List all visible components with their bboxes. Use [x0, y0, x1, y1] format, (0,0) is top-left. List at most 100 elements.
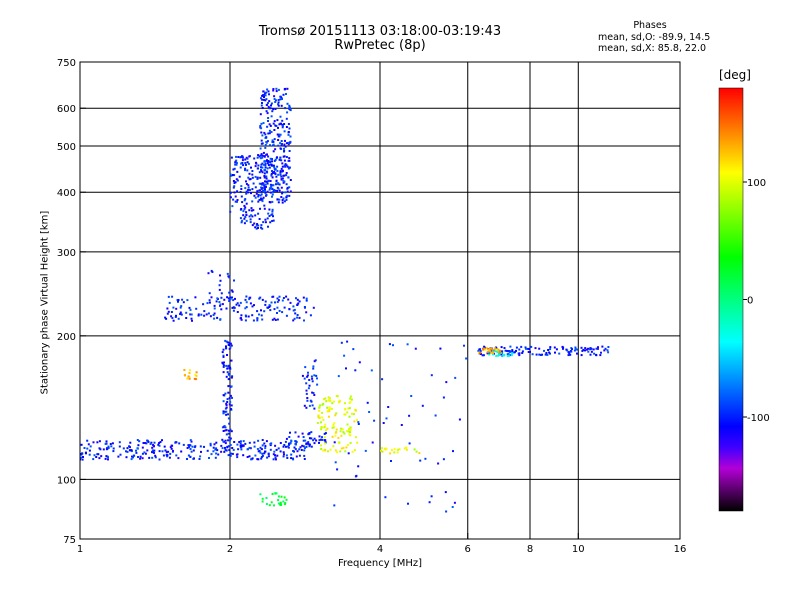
- data-point: [310, 445, 313, 448]
- data-point: [226, 354, 228, 356]
- data-point: [275, 175, 278, 178]
- data-point: [413, 448, 416, 451]
- data-point: [226, 398, 229, 401]
- data-point: [405, 448, 408, 451]
- data-point: [279, 133, 282, 136]
- data-point: [226, 401, 229, 403]
- data-point: [344, 408, 347, 410]
- data-point: [324, 441, 327, 444]
- data-point: [228, 300, 231, 302]
- data-point: [230, 344, 233, 347]
- data-point: [593, 352, 596, 355]
- data-point: [235, 163, 238, 166]
- data-point: [179, 306, 182, 309]
- data-point: [261, 107, 264, 109]
- data-point: [272, 140, 275, 143]
- data-point: [213, 307, 216, 310]
- data-point: [273, 189, 276, 191]
- data-point: [269, 309, 272, 312]
- data-point: [454, 376, 457, 379]
- colorbar-tick-label: 100: [747, 178, 766, 189]
- data-point: [317, 416, 320, 419]
- data-point: [267, 155, 270, 158]
- data-point: [282, 174, 285, 177]
- data-point: [366, 401, 369, 404]
- data-point: [500, 352, 503, 354]
- data-point: [260, 193, 263, 196]
- data-point: [495, 350, 498, 353]
- data-point: [171, 295, 174, 298]
- data-point: [266, 217, 269, 220]
- data-point: [437, 462, 440, 465]
- data-point: [381, 378, 384, 381]
- data-point: [246, 456, 249, 458]
- data-point: [170, 315, 173, 318]
- data-point: [444, 491, 447, 494]
- data-point: [385, 447, 388, 450]
- data-point: [282, 451, 285, 454]
- data-point: [236, 311, 239, 313]
- data-point: [277, 187, 280, 190]
- data-point: [521, 352, 524, 354]
- data-point: [312, 367, 315, 370]
- data-point: [308, 445, 311, 448]
- data-point: [251, 173, 254, 176]
- data-point: [235, 453, 238, 456]
- data-point: [224, 448, 227, 451]
- data-point: [293, 308, 296, 311]
- data-point: [276, 300, 279, 303]
- data-point: [288, 186, 291, 189]
- data-point: [349, 442, 352, 444]
- data-point: [273, 159, 276, 162]
- data-point: [306, 374, 309, 377]
- data-point: [263, 187, 266, 190]
- data-point: [340, 341, 343, 344]
- data-point: [321, 403, 324, 406]
- data-point: [189, 313, 192, 316]
- data-point: [187, 454, 190, 457]
- data-point: [227, 454, 230, 457]
- data-point: [263, 172, 266, 175]
- data-point: [264, 144, 267, 146]
- data-point: [499, 350, 502, 352]
- data-point: [283, 159, 286, 162]
- data-point: [268, 93, 270, 96]
- data-point: [260, 457, 263, 460]
- data-point: [255, 162, 258, 165]
- data-point: [248, 441, 251, 444]
- data-point: [271, 318, 274, 321]
- data-point: [177, 299, 180, 301]
- data-point: [268, 201, 271, 203]
- data-point: [259, 493, 262, 496]
- data-point: [298, 300, 301, 303]
- data-point: [226, 296, 229, 299]
- data-point: [272, 164, 275, 167]
- data-point: [458, 418, 461, 421]
- data-point: [274, 319, 277, 321]
- data-point: [271, 220, 274, 222]
- data-point: [584, 349, 586, 352]
- data-point: [280, 104, 283, 107]
- data-point: [258, 313, 260, 316]
- data-point: [268, 132, 271, 135]
- data-point: [200, 313, 203, 316]
- data-point: [328, 410, 331, 413]
- data-point: [348, 415, 351, 418]
- data-point: [346, 340, 349, 343]
- data-point: [260, 456, 263, 458]
- data-point: [244, 158, 247, 161]
- data-point: [214, 448, 217, 451]
- data-point: [337, 375, 340, 378]
- data-point: [303, 449, 306, 452]
- data-point: [511, 350, 514, 353]
- data-point: [180, 313, 183, 316]
- data-point: [562, 346, 565, 349]
- data-point: [130, 458, 133, 461]
- data-point: [258, 171, 261, 174]
- data-point: [210, 269, 213, 272]
- data-point: [290, 453, 293, 456]
- data-point: [569, 353, 572, 356]
- data-point: [311, 404, 314, 407]
- data-point: [509, 345, 512, 348]
- data-point: [260, 127, 263, 130]
